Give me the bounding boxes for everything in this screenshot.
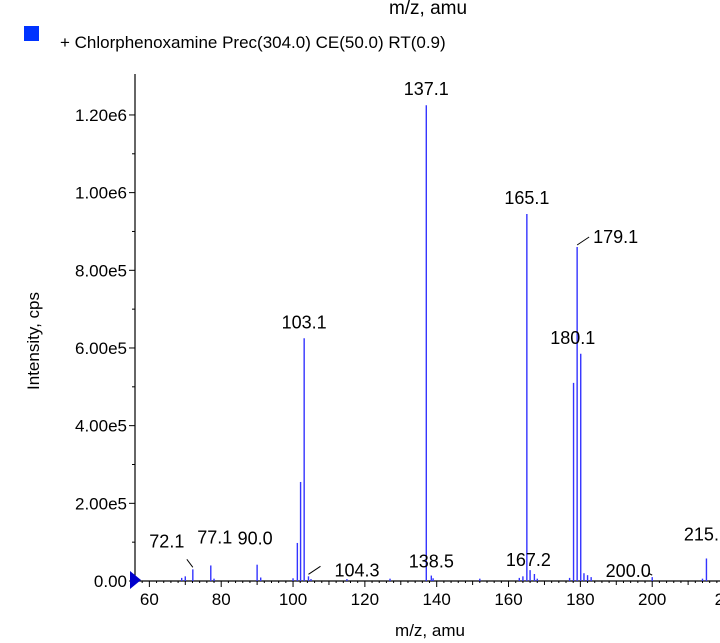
y-tick-label: 2.00e5 (75, 494, 127, 513)
peak-label: 72.1 (149, 531, 184, 551)
peak-label-leader (647, 572, 653, 576)
x-tick-label: 160 (494, 590, 522, 609)
ticks-layer: 0.00 2.00e5 4.00e5 6.00e5 8.00e5 1.00e6 1.20e6… (75, 106, 720, 609)
peak-label: 137.1 (404, 79, 449, 99)
x-tick-label: 120 (351, 590, 379, 609)
annotations-layer: 137.1 165.1 179.1 103.1 180.1 72.1 77.1 90.0 104… (149, 79, 720, 581)
y-tick-label: 8.00e5 (75, 261, 127, 280)
x-tick-label: 180 (566, 590, 594, 609)
y-tick-label: 1.00e6 (75, 184, 127, 203)
peak-label: 165.1 (504, 188, 549, 208)
peak-label: 215.1 (684, 524, 720, 544)
y-tick-label: 4.00e5 (75, 417, 127, 436)
axis-marker-icon (130, 571, 141, 589)
peak-label: 179.1 (593, 227, 638, 247)
x-tick-label: 22 (715, 590, 720, 609)
y-tick-label: 1.20e6 (75, 106, 127, 125)
legend-text: + Chlorphenoxamine Prec(304.0) CE(50.0) … (60, 33, 446, 52)
legend-swatch (24, 26, 39, 41)
peak-label: 180.1 (550, 328, 595, 348)
axes-layer (134, 74, 720, 582)
peak-label-leader (308, 565, 321, 575)
peak-label: 138.5 (409, 552, 454, 572)
peak-label: 104.3 (334, 560, 379, 580)
peak-label: 103.1 (282, 312, 327, 332)
x-tick-label: 100 (279, 590, 307, 609)
y-axis-title: Intensity, cps (24, 292, 43, 390)
peak-label-leader (186, 559, 194, 568)
cut-top-title: m/z, amu (389, 0, 467, 19)
peak-label: 167.2 (506, 550, 551, 570)
peak-label: 90.0 (238, 529, 273, 549)
x-axis-title: m/z, amu (395, 621, 465, 640)
y-tick-label: 6.00e5 (75, 339, 127, 358)
peak-label-leader (576, 236, 590, 246)
peak-label: 77.1 (197, 527, 232, 547)
x-tick-label: 80 (212, 590, 231, 609)
peaks-layer (180, 105, 708, 581)
peak-label: 200.0 (606, 561, 651, 581)
x-tick-label: 140 (423, 590, 451, 609)
y-tick-label: 0.00 (94, 572, 127, 591)
x-tick-label: 60 (140, 590, 159, 609)
x-tick-label: 200 (638, 590, 666, 609)
